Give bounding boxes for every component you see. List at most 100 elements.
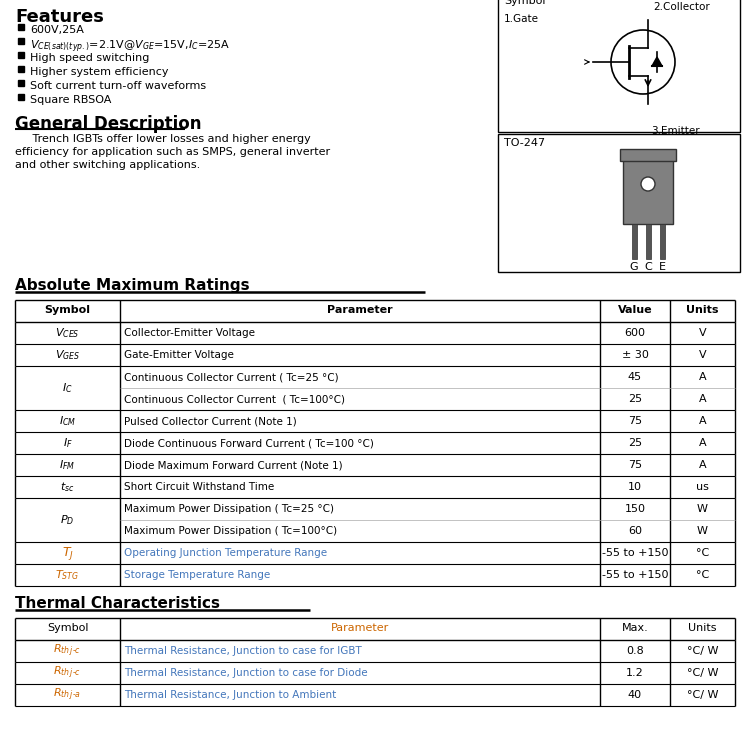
Text: V: V [699,350,706,360]
Text: $R_{th\,j\text{-}a}$: $R_{th\,j\text{-}a}$ [53,687,82,703]
Text: Units: Units [686,305,718,315]
Text: Maximum Power Dissipation ( Tc=25 °C): Maximum Power Dissipation ( Tc=25 °C) [124,504,334,514]
Text: G: G [630,262,638,272]
Text: W: W [697,526,708,536]
Text: 40: 40 [628,690,642,700]
Text: -55 to +150: -55 to +150 [602,548,668,558]
Text: Maximum Power Dissipation ( Tc=100°C): Maximum Power Dissipation ( Tc=100°C) [124,526,338,536]
Text: and other switching applications.: and other switching applications. [15,160,200,170]
Text: °C/ W: °C/ W [687,646,718,656]
Text: Collector-Emitter Voltage: Collector-Emitter Voltage [124,328,255,338]
Text: High speed switching: High speed switching [30,53,149,63]
Bar [632,224,637,259]
Text: A: A [699,438,706,448]
Text: Features: Features [15,8,104,26]
Text: 45: 45 [628,372,642,382]
Bar [18,24,24,30]
Text: $V_{CE(sat)(typ.)}$=2.1V@$V_{GE}$=15V,$I_C$=25A: $V_{CE(sat)(typ.)}$=2.1V@$V_{GE}$=15V,$I… [30,39,230,56]
Text: -55 to +150: -55 to +150 [602,570,668,580]
Text: °C/ W: °C/ W [687,690,718,700]
Text: Storage Temperature Range: Storage Temperature Range [124,570,270,580]
Text: 75: 75 [628,416,642,426]
Bar [659,224,664,259]
Text: 1.Gate: 1.Gate [504,14,539,24]
Text: Absolute Maximum Ratings: Absolute Maximum Ratings [15,278,250,293]
Text: ± 30: ± 30 [622,350,649,360]
Text: $I_{FM}$: $I_{FM}$ [59,458,76,472]
Text: General Description: General Description [15,115,202,133]
Text: Soft current turn-off waveforms: Soft current turn-off waveforms [30,81,206,91]
Text: efficiency for application such as SMPS, general inverter: efficiency for application such as SMPS,… [15,147,330,157]
Text: Higher system efficiency: Higher system efficiency [30,67,169,77]
Bar [18,38,24,44]
Text: Parameter: Parameter [327,305,393,315]
Bar [18,80,24,86]
Text: 60: 60 [628,526,642,536]
Bar [18,52,24,58]
Text: 75: 75 [628,460,642,470]
Text: $V_{CES}$: $V_{CES}$ [56,326,80,340]
Text: Units: Units [688,623,717,633]
Text: Diode Maximum Forward Current (Note 1): Diode Maximum Forward Current (Note 1) [124,460,343,470]
Text: Symbol: Symbol [46,623,88,633]
Text: TO-247: TO-247 [504,138,545,148]
Bar [620,149,676,161]
Text: 600: 600 [625,328,646,338]
Text: Symbol: Symbol [504,0,545,6]
Text: $T_J$: $T_J$ [62,544,74,562]
Text: Value: Value [618,305,652,315]
Text: $T_{STG}$: $T_{STG}$ [56,568,80,582]
Text: °C: °C [696,570,709,580]
Text: Operating Junction Temperature Range: Operating Junction Temperature Range [124,548,327,558]
Text: °C: °C [696,548,709,558]
Text: Parameter: Parameter [331,623,389,633]
Text: Trench IGBTs offer lower losses and higher energy: Trench IGBTs offer lower losses and high… [15,134,310,144]
Text: Thermal Resistance, Junction to case for Diode: Thermal Resistance, Junction to case for… [124,668,368,678]
Text: Thermal Resistance, Junction to Ambient: Thermal Resistance, Junction to Ambient [124,690,336,700]
Text: us: us [696,482,709,492]
Text: 25: 25 [628,394,642,404]
Text: $I_{CM}$: $I_{CM}$ [59,414,76,428]
Text: 0.8: 0.8 [626,646,644,656]
Text: 10: 10 [628,482,642,492]
Text: A: A [699,372,706,382]
Bar [18,94,24,100]
Text: Gate-Emitter Voltage: Gate-Emitter Voltage [124,350,234,360]
Text: $t_{sc}$: $t_{sc}$ [60,480,75,494]
Text: A: A [699,460,706,470]
Text: $R_{th\,j\text{-}c}$: $R_{th\,j\text{-}c}$ [53,664,82,681]
Text: Short Circuit Withstand Time: Short Circuit Withstand Time [124,482,274,492]
Text: E: E [658,262,665,272]
Text: Thermal Characteristics: Thermal Characteristics [15,596,220,611]
Text: C: C [644,262,652,272]
Bar [18,66,24,72]
Text: Max.: Max. [622,623,648,633]
Bar [498,134,740,272]
Text: 3.Emitter: 3.Emitter [651,126,700,136]
Text: A: A [699,394,706,404]
Circle shape [641,177,655,191]
Text: $V_{GES}$: $V_{GES}$ [55,348,80,362]
Bar [498,0,740,132]
Text: $I_F$: $I_F$ [62,436,73,450]
Text: W: W [697,504,708,514]
Text: Thermal Resistance, Junction to case for IGBT: Thermal Resistance, Junction to case for… [124,646,362,656]
Text: V: V [699,328,706,338]
Text: 600V,25A: 600V,25A [30,25,84,35]
Text: $P_D$: $P_D$ [60,513,75,527]
Text: $R_{th\,j\text{-}c}$: $R_{th\,j\text{-}c}$ [53,643,82,659]
Text: Symbol: Symbol [44,305,91,315]
Text: Diode Continuous Forward Current ( Tc=100 °C): Diode Continuous Forward Current ( Tc=10… [124,438,374,448]
Polygon shape [652,57,662,66]
Text: A: A [699,416,706,426]
Text: °C/ W: °C/ W [687,668,718,678]
Text: 150: 150 [625,504,646,514]
Text: 2.Collector: 2.Collector [653,2,710,12]
Text: Pulsed Collector Current (Note 1): Pulsed Collector Current (Note 1) [124,416,297,426]
Text: Continuous Collector Current ( Tc=25 °C): Continuous Collector Current ( Tc=25 °C) [124,372,339,382]
Text: 1.2: 1.2 [626,668,644,678]
Text: $I_C$: $I_C$ [62,381,73,395]
Bar [623,159,673,224]
Text: Continuous Collector Current  ( Tc=100°C): Continuous Collector Current ( Tc=100°C) [124,394,345,404]
Bar [646,224,650,259]
